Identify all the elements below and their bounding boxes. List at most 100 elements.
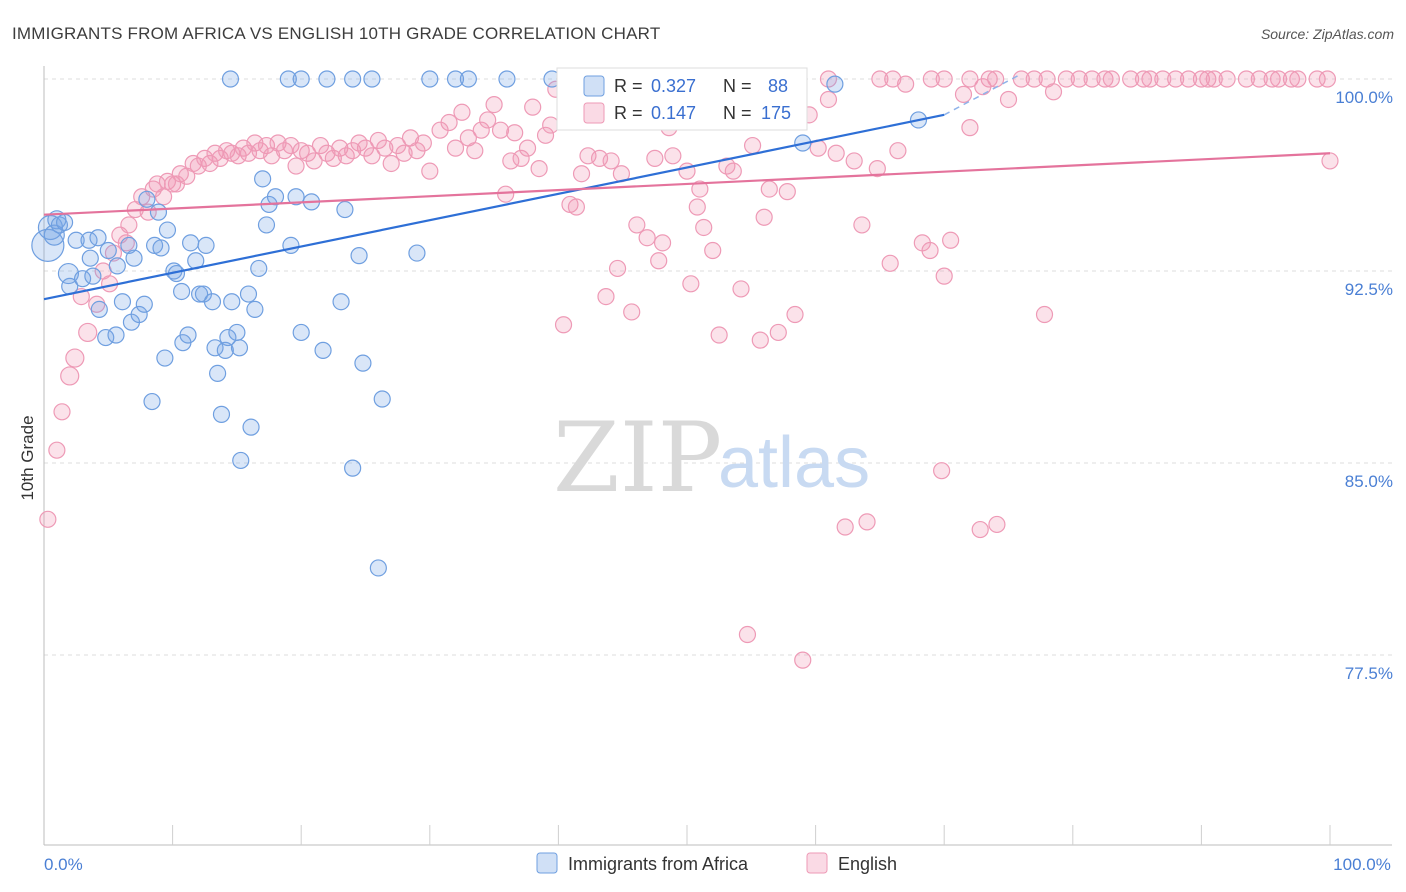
english-point [724, 162, 742, 180]
english-point [421, 162, 439, 180]
legend-r-africa: 0.327 [651, 76, 696, 96]
africa-point [221, 70, 240, 88]
english-point [382, 154, 400, 173]
gridlines [44, 78, 1392, 656]
africa-point [219, 328, 237, 347]
english-point [971, 520, 989, 539]
english-point [884, 70, 902, 88]
english-point [1199, 70, 1217, 88]
trend-lines [43, 73, 1331, 301]
english-point [921, 241, 939, 260]
english-point [628, 216, 646, 234]
english-point [512, 149, 530, 167]
english-point [836, 518, 854, 536]
english-point [682, 275, 700, 293]
africa-point [67, 231, 85, 249]
english-point [485, 95, 503, 114]
english-point [1122, 70, 1140, 88]
africa-point [173, 282, 191, 301]
legend-r-english: 0.147 [651, 103, 696, 123]
english-point [653, 234, 672, 252]
africa-point [826, 75, 844, 93]
africa-point [408, 244, 426, 262]
africa-point [363, 70, 381, 88]
africa-point [97, 328, 115, 347]
english-point [530, 160, 548, 178]
english-point [1263, 70, 1281, 88]
africa-point [138, 190, 156, 208]
africa-point [498, 70, 516, 88]
africa-point [344, 459, 362, 477]
english-point [282, 136, 300, 155]
english-point [53, 403, 71, 421]
africa-point [266, 188, 285, 206]
english-point [536, 126, 555, 144]
english-point [597, 288, 615, 306]
english-point [999, 90, 1018, 109]
english-point [1282, 70, 1301, 88]
english-point [638, 229, 656, 247]
bottom-legend-africa: Immigrants from Africa [568, 854, 749, 874]
english-point [738, 625, 757, 644]
english-point [1250, 70, 1268, 88]
english-point [472, 121, 490, 139]
y-tick-label: 92.5% [1345, 280, 1393, 299]
english-point [778, 183, 796, 201]
english-point [1167, 70, 1185, 88]
africa-point [108, 257, 126, 275]
english-point [363, 147, 381, 165]
africa-point [113, 293, 132, 311]
bottom-legend-english: English [838, 854, 897, 874]
english-point [287, 157, 305, 175]
africa-point [31, 228, 65, 262]
y-tick-labels: 100.0% 92.5% 85.0% 77.5% [1335, 88, 1393, 683]
english-point [650, 252, 668, 270]
africa-point [354, 354, 372, 372]
english-point [395, 144, 413, 162]
english-point [1318, 70, 1337, 88]
africa-point [57, 262, 80, 285]
english-point [506, 124, 524, 142]
africa-point [152, 239, 170, 257]
africa-point [314, 341, 332, 359]
english-point [933, 462, 951, 480]
english-point [1057, 70, 1075, 88]
english-point [120, 216, 138, 234]
english-point [491, 121, 510, 139]
africa-point [206, 339, 224, 357]
x-tick-label: 100.0% [1333, 855, 1391, 874]
africa-point [89, 229, 107, 247]
africa-point [135, 295, 153, 313]
africa-point [125, 249, 143, 267]
africa-point [228, 323, 246, 342]
africa-point [242, 418, 260, 436]
africa-point [90, 300, 108, 318]
english-point [646, 149, 664, 167]
legend-n-label-africa: N = [723, 76, 752, 96]
english-point [935, 267, 953, 285]
legend-r-label-africa: R = [614, 76, 643, 96]
legend-n-africa: 88 [768, 76, 788, 96]
africa-point [216, 341, 234, 359]
correlation-legend: R = 0.327 N = 88 R = 0.147 N = 175 [556, 67, 808, 131]
english-point [769, 323, 787, 342]
x-tick-label: 0.0% [44, 855, 83, 874]
english-point [889, 142, 907, 160]
chart-source: Source: ZipAtlas.com [1261, 26, 1394, 42]
english-point [961, 119, 979, 137]
legend-box [556, 67, 808, 131]
africa-point [107, 326, 125, 344]
english-point [1218, 70, 1236, 88]
chart-title: IMMIGRANTS FROM AFRICA VS ENGLISH 10TH G… [12, 24, 660, 43]
trend-line-english [43, 152, 1331, 216]
y-axis-label: 10th Grade [18, 415, 37, 500]
series-english-points [39, 70, 1339, 669]
watermark-zip: ZIP [553, 402, 722, 514]
english-point [1179, 70, 1198, 88]
english-point [858, 513, 876, 531]
english-point [819, 90, 838, 109]
africa-point [55, 213, 74, 231]
english-point [567, 198, 586, 216]
legend-n-label-english: N = [723, 103, 752, 123]
legend-swatch-africa [583, 75, 605, 97]
